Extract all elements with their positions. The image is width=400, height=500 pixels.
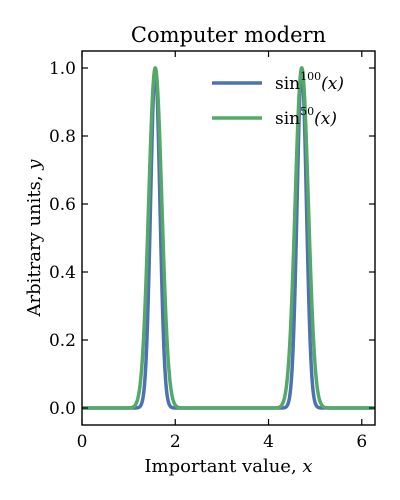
plot-frame <box>81 50 376 426</box>
x-tick-label: 2 <box>170 432 181 452</box>
x-axis-ticks: 0 2 4 6 <box>77 51 367 452</box>
series-lines <box>80 66 377 410</box>
y-tick-label: 0.6 <box>49 195 76 215</box>
y-axis-label: Arbitrary units, y <box>24 159 45 318</box>
x-tick-label: 0 <box>77 432 88 452</box>
legend-label-1: sin100(x) <box>275 70 344 94</box>
chart-title: Computer modern <box>131 23 326 47</box>
x-tick-label: 4 <box>263 432 274 452</box>
y-tick-label: 0.2 <box>49 331 76 351</box>
y-tick-label: 0.4 <box>49 263 76 283</box>
series-line-2 <box>80 66 377 410</box>
y-tick-label: 0.8 <box>49 127 76 147</box>
y-tick-label: 0.0 <box>49 399 76 419</box>
x-tick-label: 6 <box>356 432 367 452</box>
legend-label-2: sin50(x) <box>275 105 337 129</box>
y-tick-label: 1.0 <box>49 59 76 79</box>
legend: sin100(x) sin50(x) <box>212 70 344 129</box>
y-axis-ticks: 0.0 0.2 0.4 0.6 0.8 1.0 <box>49 59 375 419</box>
x-axis-label: Important value, x <box>144 456 312 477</box>
